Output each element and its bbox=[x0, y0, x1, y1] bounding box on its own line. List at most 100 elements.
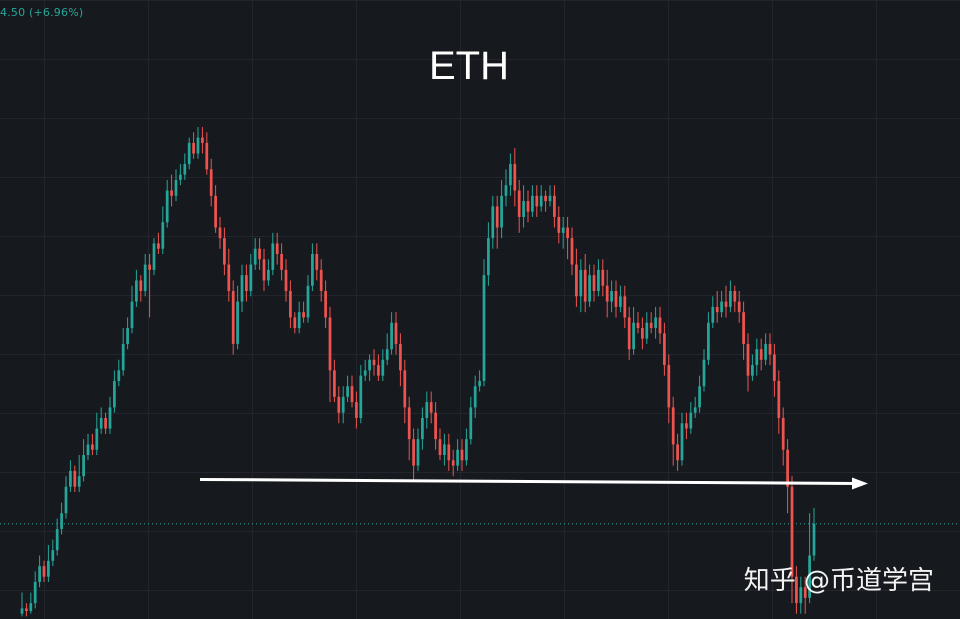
candle-body bbox=[473, 386, 477, 408]
candle-body bbox=[812, 523, 816, 556]
candle-body bbox=[280, 253, 283, 270]
candle-body bbox=[113, 380, 116, 408]
candle-body bbox=[196, 137, 200, 154]
candle-body bbox=[548, 195, 552, 202]
candle-body bbox=[500, 195, 503, 228]
candle-body bbox=[51, 550, 55, 561]
candle-body bbox=[333, 370, 336, 397]
candle-body bbox=[161, 222, 165, 249]
candle-body bbox=[60, 513, 63, 530]
candle-body bbox=[284, 269, 288, 292]
candle-body bbox=[531, 195, 534, 212]
candle-body bbox=[491, 206, 495, 239]
candle-body bbox=[148, 264, 151, 270]
candle-body bbox=[803, 587, 807, 598]
candle-body bbox=[143, 264, 147, 292]
price-change-readout: 4.50 (+6.96%) bbox=[0, 6, 84, 19]
candle-body bbox=[77, 476, 81, 487]
candle-body bbox=[99, 417, 103, 429]
candle-body bbox=[623, 296, 627, 318]
candle-body bbox=[306, 285, 310, 318]
candle-body bbox=[702, 359, 706, 387]
candle-body bbox=[130, 301, 134, 329]
candle-body bbox=[346, 386, 349, 397]
candle-body bbox=[38, 566, 41, 582]
candle-body bbox=[315, 253, 319, 270]
candle-body bbox=[174, 179, 178, 196]
candle-body bbox=[553, 195, 556, 217]
candle-body bbox=[201, 137, 204, 143]
candle-body bbox=[165, 190, 169, 223]
candle-body bbox=[82, 455, 85, 477]
candle-body bbox=[658, 317, 662, 334]
candle-body bbox=[236, 301, 239, 344]
candle-body bbox=[460, 449, 464, 461]
candle-body bbox=[434, 412, 437, 440]
candle-body bbox=[447, 444, 451, 461]
candle-body bbox=[249, 264, 253, 292]
candle-body bbox=[781, 417, 785, 450]
candle-body bbox=[412, 439, 415, 466]
candle-body bbox=[777, 380, 781, 418]
candle-body bbox=[799, 587, 803, 604]
candle-body bbox=[91, 444, 94, 450]
candle-body bbox=[685, 423, 688, 429]
candle-body bbox=[711, 306, 715, 323]
candle-body bbox=[86, 444, 90, 456]
candle-body bbox=[614, 291, 618, 307]
candle-body bbox=[517, 190, 521, 217]
candle-body bbox=[667, 365, 671, 408]
candle-body bbox=[33, 581, 37, 604]
watermark: 知乎 @币道学宫 bbox=[743, 566, 934, 596]
candle-body bbox=[341, 396, 345, 413]
candle-body bbox=[509, 164, 512, 186]
candle-body bbox=[297, 312, 301, 329]
candle-body bbox=[773, 354, 776, 381]
candle-body bbox=[407, 407, 411, 440]
candle-body bbox=[302, 312, 305, 318]
candle-body bbox=[121, 343, 125, 371]
candle-body bbox=[707, 322, 710, 360]
candle-body bbox=[487, 238, 490, 276]
candle-body bbox=[671, 407, 675, 445]
candle-body bbox=[245, 275, 248, 292]
candle-body bbox=[324, 291, 327, 318]
candle-body bbox=[267, 269, 270, 281]
candle-body bbox=[465, 439, 468, 461]
candle-body bbox=[729, 291, 732, 307]
candle-body bbox=[544, 195, 547, 202]
candle-body bbox=[597, 269, 600, 292]
candle-body bbox=[319, 269, 323, 292]
candle-body bbox=[733, 291, 737, 302]
candle-body bbox=[715, 306, 719, 313]
candle-body bbox=[764, 343, 767, 360]
candle-body bbox=[117, 370, 121, 381]
candle-body bbox=[451, 460, 455, 466]
chart-title: ETH bbox=[429, 44, 509, 88]
candle-body bbox=[636, 322, 640, 329]
candle-body bbox=[619, 296, 622, 307]
support-arrow-head bbox=[852, 477, 868, 490]
candle-body bbox=[808, 555, 811, 598]
candle-body bbox=[425, 402, 429, 418]
candle-body bbox=[227, 264, 231, 292]
candle-body bbox=[403, 370, 407, 408]
candle-body bbox=[55, 529, 59, 551]
candle-body bbox=[218, 227, 222, 239]
candle-body bbox=[29, 603, 33, 612]
candle-body bbox=[95, 428, 99, 450]
candle-body bbox=[482, 275, 486, 381]
candle-body bbox=[372, 359, 376, 366]
candle-body bbox=[421, 417, 424, 440]
candle-body bbox=[592, 275, 596, 292]
candle-body bbox=[605, 285, 609, 302]
candle-body bbox=[135, 280, 138, 302]
candle-body bbox=[627, 317, 631, 350]
candle-body bbox=[680, 423, 684, 461]
candle-body bbox=[214, 195, 217, 228]
candle-body bbox=[170, 190, 173, 196]
candle-body bbox=[223, 238, 226, 265]
candle-body bbox=[394, 322, 398, 344]
candle-body bbox=[693, 407, 697, 413]
